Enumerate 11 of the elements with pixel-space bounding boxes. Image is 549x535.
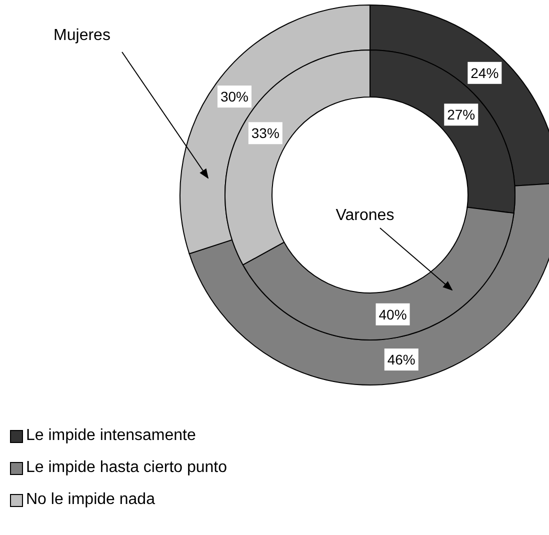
data-label: 40% <box>378 306 407 322</box>
data-label: 24% <box>470 64 499 81</box>
legend-label: Le impide hasta cierto punto <box>26 459 228 477</box>
legend-label: No le impide nada <box>26 491 155 509</box>
data-label: 27% <box>447 106 476 123</box>
data-label: 30% <box>220 88 249 105</box>
data-label: 33% <box>251 125 280 142</box>
data-label: 46% <box>387 352 416 368</box>
slice-label: Mujeres <box>54 27 110 44</box>
legend-label: Le impide intensamente <box>26 427 196 445</box>
slice-label: Varones <box>336 207 394 224</box>
